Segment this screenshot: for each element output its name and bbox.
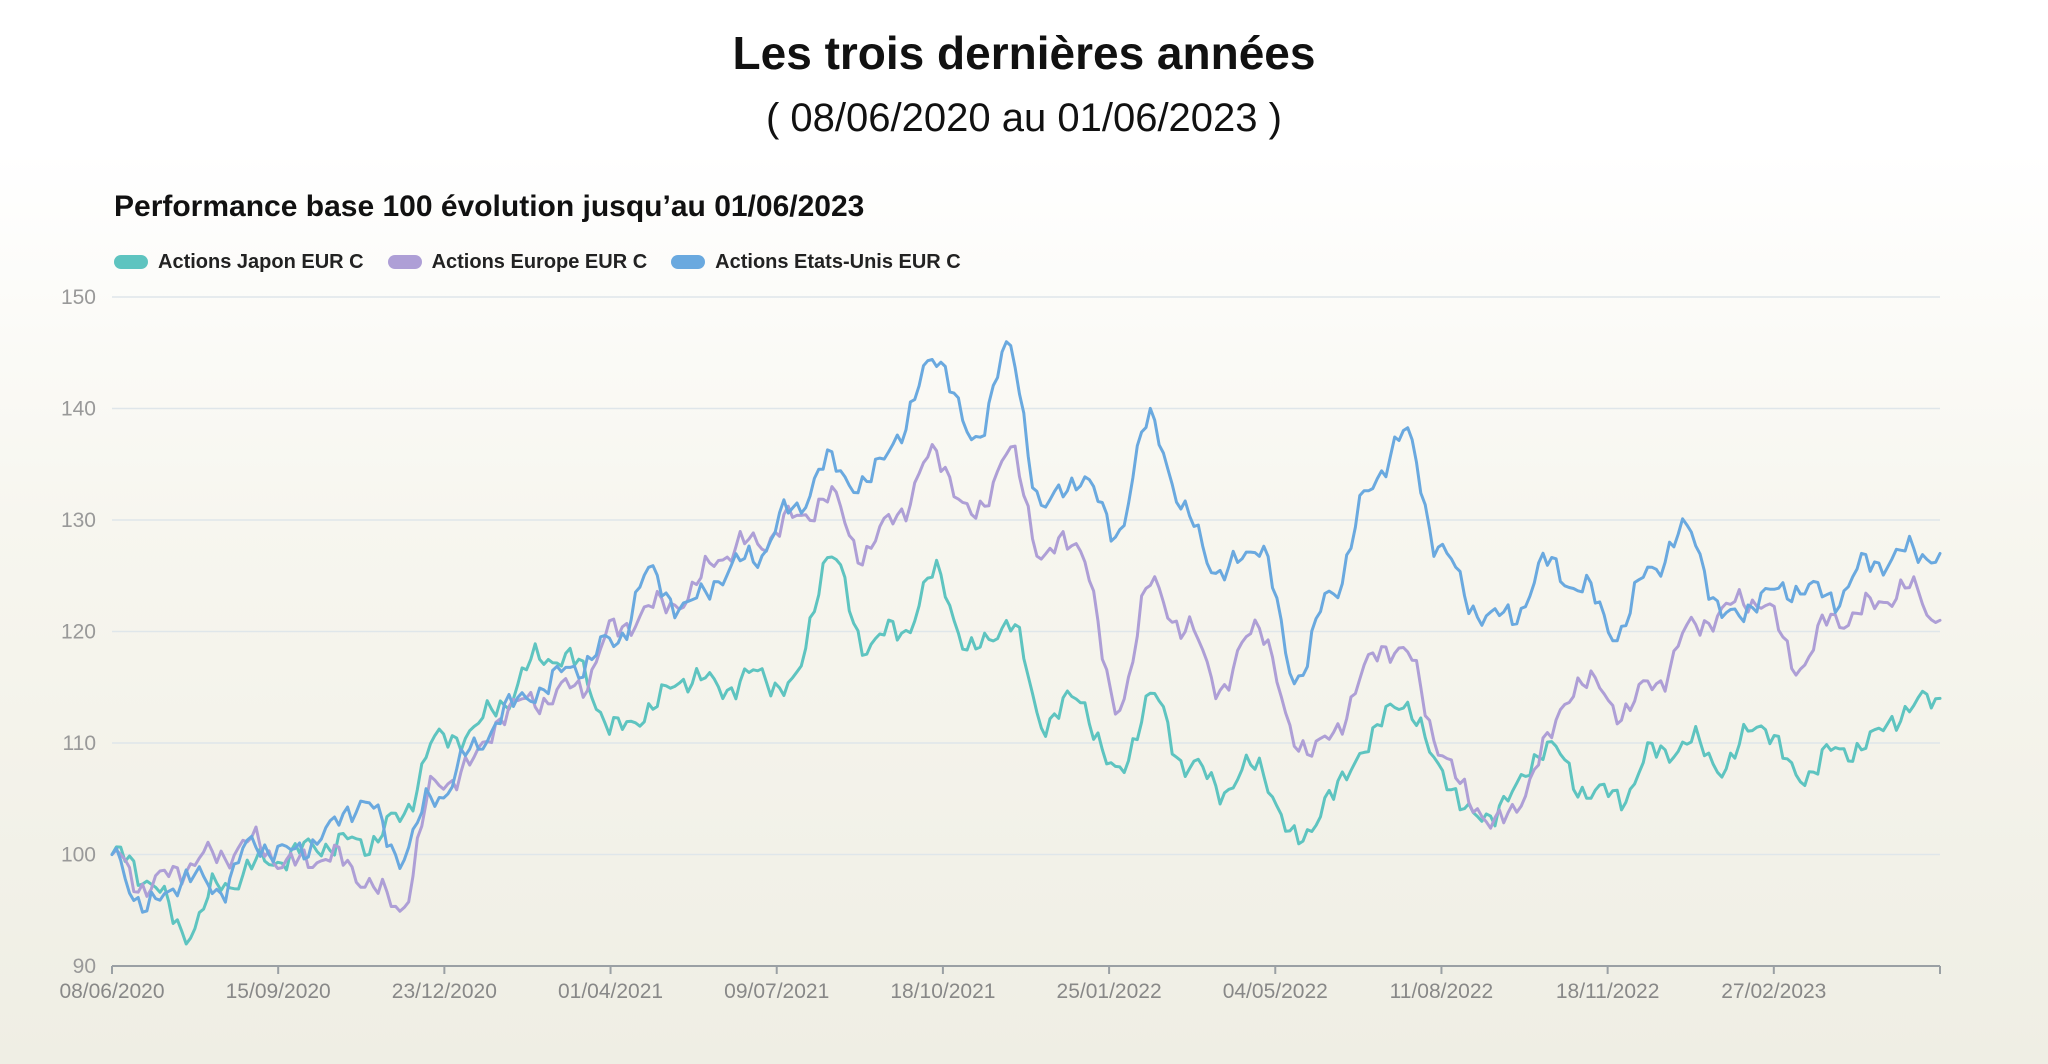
series-line-0[interactable]: [110, 555, 1942, 946]
y-tick-label: 130: [61, 509, 96, 532]
x-tick-label: 25/01/2022: [1057, 980, 1162, 1003]
x-tick-label: 18/10/2021: [890, 980, 995, 1003]
x-tick-label: 08/06/2020: [59, 980, 164, 1003]
y-tick-label: 110: [63, 732, 96, 755]
legend-label-etats-unis: Actions Etats-Unis EUR C: [715, 250, 961, 273]
legend-label-europe: Actions Europe EUR C: [431, 250, 648, 273]
x-tick-label: 01/04/2021: [558, 980, 663, 1003]
x-tick-label: 15/09/2020: [226, 980, 331, 1003]
page-subtitle: ( 08/06/2020 au 01/06/2023 ): [766, 96, 1282, 140]
legend-swatch-japon: [114, 255, 148, 269]
x-tick-label: 23/12/2020: [392, 980, 497, 1003]
x-tick-label: 18/11/2022: [1556, 980, 1660, 1003]
chart-legend: Actions Japon EUR C Actions Europe EUR C…: [114, 248, 961, 276]
y-tick-label: 150: [61, 286, 96, 309]
x-tick-label: 09/07/2021: [724, 980, 829, 1003]
x-tick-label: 27/02/2023: [1721, 980, 1826, 1003]
legend-item-etats-unis[interactable]: Actions Etats-Unis EUR C: [671, 251, 961, 274]
legend-item-japon[interactable]: Actions Japon EUR C: [114, 251, 364, 274]
series-line-2[interactable]: [110, 340, 1942, 914]
y-tick-label: 120: [61, 621, 96, 644]
y-tick-label: 140: [61, 398, 96, 421]
legend-item-europe[interactable]: Actions Europe EUR C: [387, 250, 648, 274]
x-tick-label: 11/08/2022: [1390, 980, 1494, 1003]
legend-swatch-europe: [387, 255, 422, 269]
series-line-1[interactable]: [110, 443, 1942, 913]
chart-title: Performance base 100 évolution jusqu’au …: [114, 190, 865, 223]
y-tick-label: 100: [61, 844, 96, 867]
page-title: Les trois dernières années: [732, 27, 1316, 79]
x-tick-label: 04/05/2022: [1223, 980, 1328, 1003]
legend-label-japon: Actions Japon EUR C: [158, 250, 364, 273]
legend-swatch-etats-unis: [671, 255, 706, 269]
y-tick-label: 90: [73, 955, 96, 978]
